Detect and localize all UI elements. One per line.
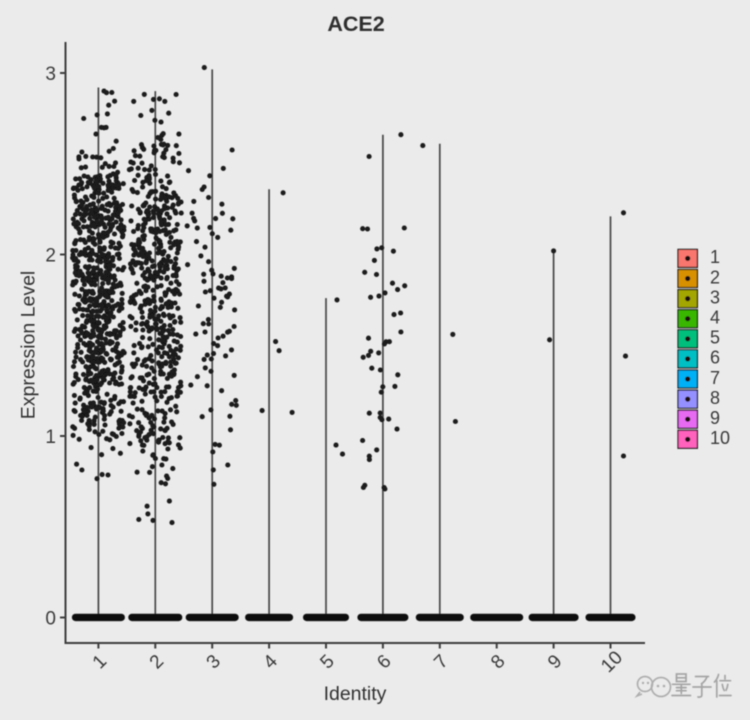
svg-text:5: 5 (710, 328, 720, 348)
svg-text:ACE2: ACE2 (327, 12, 384, 36)
svg-text:Identity: Identity (324, 683, 387, 705)
svg-text:8: 8 (710, 388, 720, 408)
svg-text:3: 3 (710, 287, 720, 307)
svg-text:10: 10 (710, 428, 730, 448)
svg-text:2: 2 (45, 245, 56, 266)
svg-text:6: 6 (710, 348, 720, 368)
svg-text:Expression Level: Expression Level (18, 271, 40, 420)
svg-text:0: 0 (45, 608, 56, 629)
svg-text:1: 1 (45, 427, 56, 448)
svg-text:3: 3 (45, 64, 56, 85)
svg-text:4: 4 (710, 308, 720, 328)
svg-text:2: 2 (710, 267, 720, 287)
svg-text:9: 9 (710, 408, 720, 428)
svg-text:7: 7 (710, 368, 720, 388)
svg-text:1: 1 (710, 247, 720, 267)
